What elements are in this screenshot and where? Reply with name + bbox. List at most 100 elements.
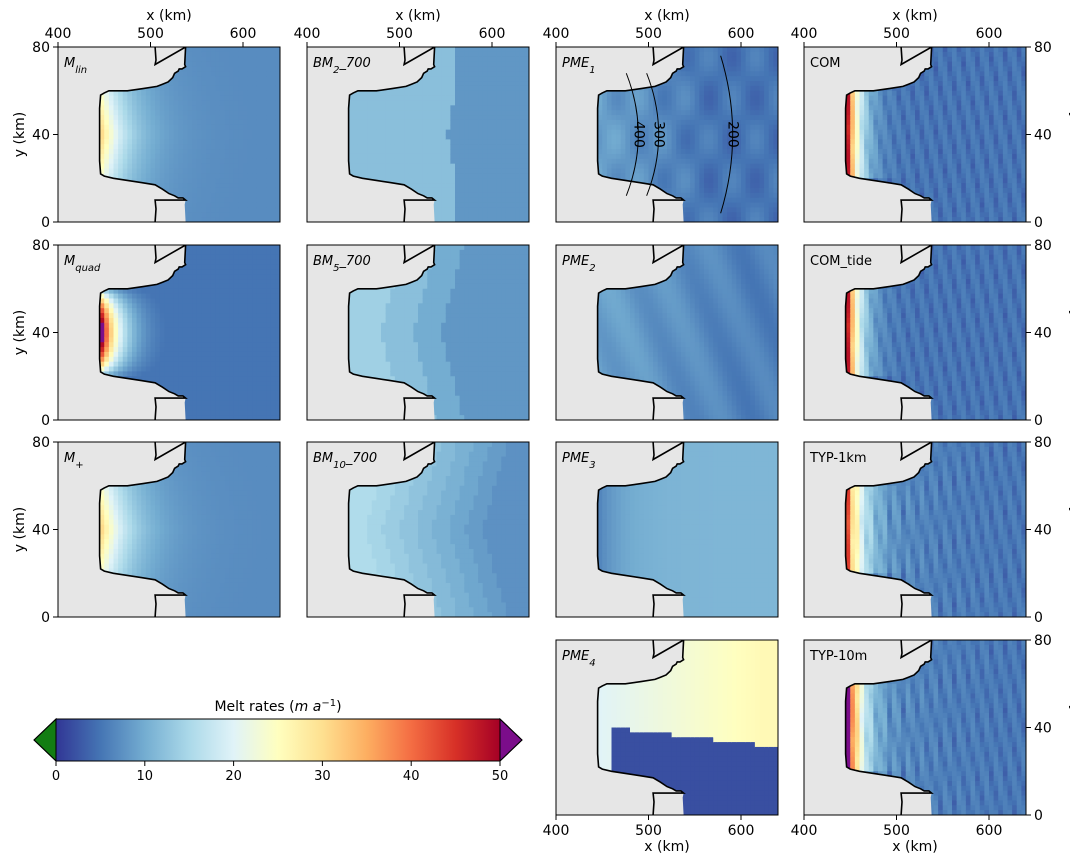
y-tick-label: 40 [32, 128, 50, 144]
grounded-ice [556, 640, 684, 815]
panel-M_lin: Mlin 400 500 600 x (km) 0 40 80 y (km) [12, 8, 281, 231]
panel-frame [306, 46, 530, 223]
y-tick-label: 80 [32, 435, 50, 451]
grounded-ice [58, 47, 186, 222]
panel-BM2_700: BM2_700 400 500 600 x (km) [294, 8, 530, 223]
grounded-ice [804, 47, 932, 222]
grounding-line [596, 442, 686, 617]
y-tick-label: 40 [32, 326, 50, 342]
x-tick-label: 400 [294, 26, 321, 42]
panel-BM10_700: BM10_700 [306, 441, 530, 618]
panel-label: PME3 [562, 451, 596, 471]
y-tick-label: 80 [1034, 633, 1052, 649]
y-tick-label: 40 [1034, 128, 1052, 144]
y-axis-label: y (km) [12, 112, 28, 157]
y-axis-label: y (km) [12, 507, 28, 552]
x-tick-label: 600 [728, 823, 755, 839]
grounded-ice [556, 442, 684, 617]
colorbar-tick-label: 10 [137, 769, 154, 784]
panel-label: PME2 [562, 254, 596, 274]
grounding-line [347, 47, 437, 222]
x-tick-label: 500 [883, 823, 910, 839]
panel-PME2: PME2 [555, 244, 779, 421]
y-axis-label: y (km) [1068, 310, 1070, 355]
y-tick-label: 80 [32, 40, 50, 56]
x-tick-label: 500 [635, 26, 662, 42]
panel-label: Mlin [64, 56, 87, 76]
grounding-line [347, 442, 437, 617]
grounded-ice [556, 245, 684, 420]
colorbar-tick-label: 0 [52, 769, 60, 784]
x-tick-label: 400 [543, 26, 570, 42]
x-axis-label: x (km) [892, 8, 937, 24]
grounding-line [844, 442, 934, 617]
x-tick-label: 600 [976, 26, 1003, 42]
y-axis-label: y (km) [12, 310, 28, 355]
grounding-line [596, 47, 686, 222]
grounding-line [98, 47, 188, 222]
grounded-ice [307, 245, 435, 420]
y-tick-label: 80 [1034, 40, 1052, 56]
x-tick-label: 600 [479, 26, 506, 42]
x-tick-label: 400 [543, 823, 570, 839]
colorbar: Melt rates (m a−1) 0 10 20 30 40 50 [33, 698, 523, 784]
colorbar-tick-label: 30 [314, 769, 331, 784]
grounded-ice [556, 47, 684, 222]
panel-frame [306, 441, 530, 618]
y-tick-label: 80 [1034, 435, 1052, 451]
colorbar-tick-label: 40 [403, 769, 420, 784]
x-tick-label: 500 [137, 26, 164, 42]
x-tick-label: 500 [386, 26, 413, 42]
contour-200 [720, 55, 734, 214]
contour-300 [646, 73, 660, 196]
panel-COM: COM 400 500 600 x (km) 0 40 80 y (km) [791, 8, 1070, 231]
panel-frame [306, 244, 530, 421]
panel-PME3: PME3 [555, 441, 779, 618]
grounded-ice [804, 640, 932, 815]
y-tick-label: 0 [1034, 808, 1043, 824]
x-tick-label: 600 [728, 26, 755, 42]
panel-label: BM2_700 [313, 56, 371, 76]
grounding-line [596, 640, 686, 815]
x-axis-label: x (km) [395, 8, 440, 24]
y-tick-label: 0 [1034, 215, 1043, 231]
x-tick-label: 400 [791, 823, 818, 839]
grounded-ice [58, 442, 186, 617]
grounding-line [98, 245, 188, 420]
y-tick-label: 80 [32, 238, 50, 254]
x-tick-label: 500 [635, 823, 662, 839]
grounded-ice [804, 442, 932, 617]
x-tick-label: 600 [976, 823, 1003, 839]
panel-label: PME1 [562, 56, 596, 76]
x-tick-label: 400 [45, 26, 72, 42]
y-tick-label: 0 [41, 413, 50, 429]
y-tick-label: 80 [1034, 238, 1052, 254]
y-tick-label: 40 [1034, 721, 1052, 737]
panel-label: COM [810, 56, 841, 71]
panel-label: TYP-10m [809, 649, 867, 664]
y-tick-label: 0 [1034, 413, 1043, 429]
panel-label: COM_tide [810, 254, 872, 269]
grounding-line [844, 47, 934, 222]
grounding-line [347, 245, 437, 420]
grounding-line [98, 442, 188, 617]
panel-frame [555, 639, 779, 816]
y-axis-label: y (km) [1068, 705, 1070, 750]
x-axis-label: x (km) [892, 839, 937, 855]
grounding-line [844, 245, 934, 420]
y-tick-label: 40 [32, 523, 50, 539]
y-tick-label: 0 [41, 215, 50, 231]
x-axis-label: x (km) [644, 839, 689, 855]
panel-PME1: 400 300 200 PME1 400 500 600 x (km) [543, 8, 779, 223]
colorbar-under-arrow [33, 717, 57, 763]
grounded-ice [58, 245, 186, 420]
grounding-line [596, 245, 686, 420]
x-axis-label: x (km) [644, 8, 689, 24]
contour-400 [625, 73, 639, 196]
y-axis-label: y (km) [1068, 507, 1070, 552]
colorbar-tick-label: 50 [492, 769, 509, 784]
panel-label: PME4 [562, 649, 596, 669]
colorbar-over-arrow [499, 717, 523, 763]
contour-label: 200 [725, 121, 741, 148]
